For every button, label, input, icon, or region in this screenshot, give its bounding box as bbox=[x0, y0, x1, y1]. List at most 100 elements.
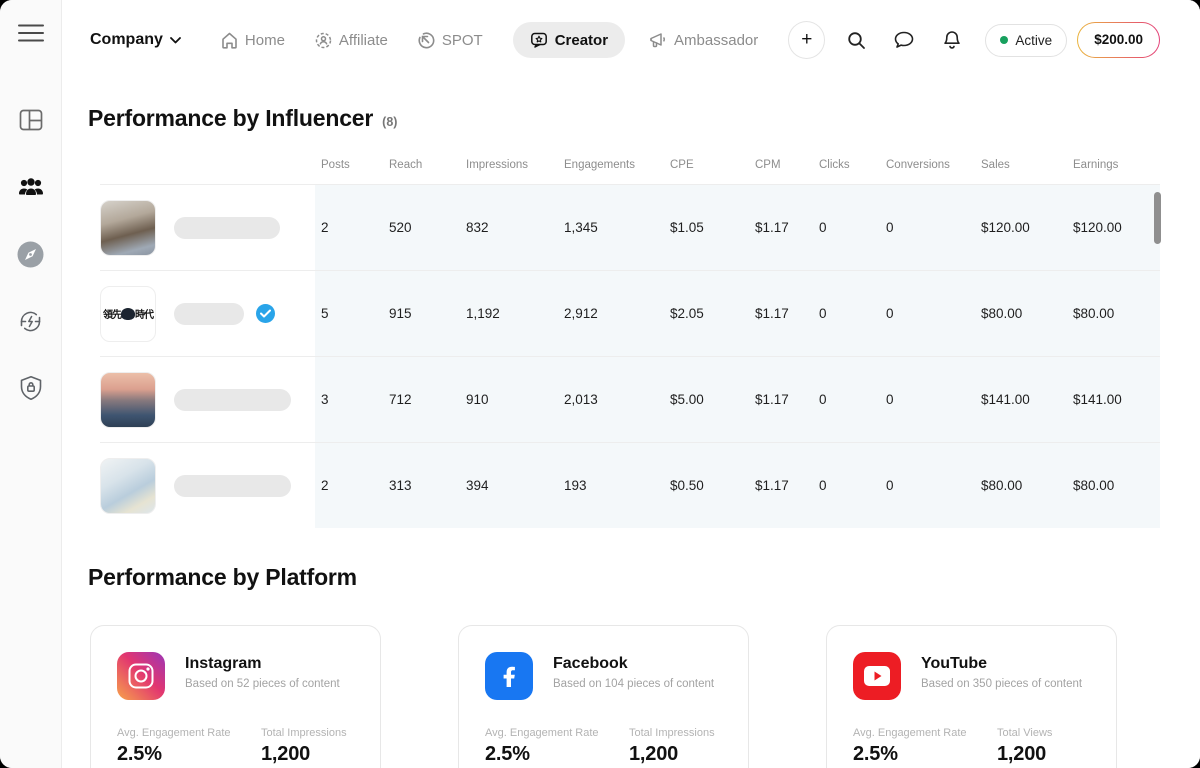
stat-value: 1,200 bbox=[997, 743, 1047, 765]
vertical-scrollbar[interactable] bbox=[1154, 192, 1161, 244]
status-dot bbox=[1000, 36, 1009, 44]
add-button-label: + bbox=[801, 29, 813, 50]
main-area: Company Home Affiliate SPOT Creator bbox=[62, 0, 1200, 768]
table-row[interactable]: 2 520 832 1,345 $1.05 $1.17 0 0 $120.00 … bbox=[100, 184, 1160, 270]
topbar: Company Home Affiliate SPOT Creator bbox=[62, 0, 1200, 80]
topbar-right: Active $200.00 bbox=[825, 22, 1160, 58]
cell-reach: 313 bbox=[389, 478, 412, 493]
cell-reach: 712 bbox=[389, 392, 412, 407]
sidebar-item-boost[interactable] bbox=[11, 301, 51, 341]
cell-impressions: 394 bbox=[466, 478, 489, 493]
influencer-name-redacted bbox=[174, 388, 291, 411]
add-button[interactable]: + bbox=[788, 21, 826, 59]
balance-badge[interactable]: $200.00 bbox=[1077, 22, 1160, 58]
col-reach: Reach bbox=[389, 159, 423, 171]
platform-subtitle: Based on 104 pieces of content bbox=[553, 678, 715, 690]
cell-sales: $141.00 bbox=[981, 392, 1030, 407]
instagram-icon bbox=[117, 652, 165, 700]
hamburger-menu-icon[interactable] bbox=[11, 13, 51, 53]
platform-subtitle: Based on 52 pieces of content bbox=[185, 678, 340, 690]
search-button[interactable] bbox=[839, 23, 873, 57]
sidebar-item-dashboard[interactable] bbox=[11, 100, 51, 140]
col-impressions: Impressions bbox=[466, 159, 528, 171]
col-conversions: Conversions bbox=[886, 159, 950, 171]
cell-impressions: 1,192 bbox=[466, 306, 500, 321]
sidebar-item-security[interactable] bbox=[11, 368, 51, 408]
influencer-table: Posts Reach Impressions Engagements CPE … bbox=[100, 132, 1161, 528]
table-row[interactable]: 領先 時代 5 915 1,192 2,912 bbox=[100, 270, 1160, 356]
influencer-avatar[interactable] bbox=[100, 371, 156, 428]
cell-conversions: 0 bbox=[886, 220, 894, 235]
creator-icon bbox=[530, 32, 547, 48]
avatar-text: 時代 bbox=[135, 310, 154, 321]
status-label: Active bbox=[1015, 32, 1053, 48]
col-posts: Posts bbox=[321, 159, 350, 171]
influencer-name-redacted bbox=[174, 474, 291, 497]
company-dropdown[interactable]: Company bbox=[90, 31, 181, 49]
influencer-avatar[interactable]: 領先 時代 bbox=[100, 285, 156, 342]
table-row[interactable]: 2 313 394 193 $0.50 $1.17 0 0 $80.00 $80… bbox=[100, 442, 1160, 528]
platform-card-facebook[interactable]: Facebook Based on 104 pieces of content … bbox=[458, 625, 749, 768]
sidebar-item-discover[interactable] bbox=[11, 234, 51, 274]
cell-cpm: $1.17 bbox=[755, 306, 789, 321]
cell-reach: 520 bbox=[389, 220, 412, 235]
cell-earnings: $120.00 bbox=[1073, 220, 1122, 235]
influencer-count: (8) bbox=[382, 115, 398, 129]
influencer-section-header: Performance by Influencer (8) bbox=[88, 105, 1160, 132]
ambassador-icon bbox=[650, 32, 666, 47]
platform-subtitle: Based on 350 pieces of content bbox=[921, 678, 1083, 690]
cell-cpe: $0.50 bbox=[670, 478, 704, 493]
influencer-name-redacted bbox=[174, 216, 280, 239]
spot-icon bbox=[418, 32, 435, 48]
tab-ambassador[interactable]: Ambassador bbox=[649, 32, 758, 49]
stat-value: 2.5% bbox=[853, 743, 898, 765]
chat-icon bbox=[895, 31, 914, 48]
table-header: Posts Reach Impressions Engagements CPE … bbox=[100, 132, 1160, 184]
platform-name: Instagram bbox=[185, 655, 262, 672]
platform-name: YouTube bbox=[921, 655, 988, 672]
tab-creator[interactable]: Creator bbox=[512, 22, 626, 58]
cell-posts: 2 bbox=[321, 478, 329, 493]
cell-sales: $80.00 bbox=[981, 478, 1023, 493]
stat-label: Avg. Engagement Rate bbox=[117, 727, 231, 739]
col-earnings: Earnings bbox=[1073, 159, 1119, 171]
platform-card-instagram[interactable]: Instagram Based on 52 pieces of content … bbox=[90, 625, 381, 768]
sidebar bbox=[0, 0, 62, 768]
cell-cpe: $5.00 bbox=[670, 392, 704, 407]
stat-label: Avg. Engagement Rate bbox=[853, 727, 967, 739]
cell-cpe: $1.05 bbox=[670, 220, 704, 235]
messages-button[interactable] bbox=[887, 23, 921, 57]
tab-home[interactable]: Home bbox=[221, 32, 285, 49]
tab-ambassador-label: Ambassador bbox=[674, 31, 759, 49]
influencer-avatar[interactable] bbox=[100, 457, 156, 514]
notifications-button[interactable] bbox=[935, 23, 969, 57]
facebook-icon bbox=[485, 652, 533, 700]
cell-engagements: 2,912 bbox=[564, 306, 598, 321]
cell-engagements: 2,013 bbox=[564, 392, 598, 407]
cell-conversions: 0 bbox=[886, 478, 894, 493]
search-icon bbox=[848, 31, 865, 49]
cell-earnings: $80.00 bbox=[1073, 478, 1115, 493]
cell-sales: $120.00 bbox=[981, 220, 1030, 235]
chevron-down-icon bbox=[170, 36, 181, 43]
platform-section-title: Performance by Platform bbox=[88, 564, 357, 590]
tab-affiliate[interactable]: Affiliate bbox=[315, 32, 388, 49]
col-clicks: Clicks bbox=[819, 159, 850, 171]
influencer-avatar[interactable] bbox=[100, 199, 156, 256]
table-row[interactable]: 3 712 910 2,013 $5.00 $1.17 0 0 $141.00 … bbox=[100, 356, 1160, 442]
platform-card-youtube[interactable]: YouTube Based on 350 pieces of content A… bbox=[826, 625, 1117, 768]
affiliate-icon bbox=[315, 32, 332, 48]
status-badge[interactable]: Active bbox=[985, 23, 1068, 57]
col-sales: Sales bbox=[981, 159, 1010, 171]
stat-label: Avg. Engagement Rate bbox=[485, 727, 599, 739]
cell-reach: 915 bbox=[389, 306, 412, 321]
avatar-face bbox=[121, 307, 135, 320]
sidebar-item-influencers[interactable] bbox=[11, 167, 51, 207]
balance-label: $200.00 bbox=[1094, 32, 1143, 47]
tab-spot[interactable]: SPOT bbox=[418, 32, 483, 49]
company-label: Company bbox=[90, 31, 163, 48]
cell-engagements: 1,345 bbox=[564, 220, 598, 235]
col-engagements: Engagements bbox=[564, 159, 635, 171]
cell-impressions: 910 bbox=[466, 392, 489, 407]
